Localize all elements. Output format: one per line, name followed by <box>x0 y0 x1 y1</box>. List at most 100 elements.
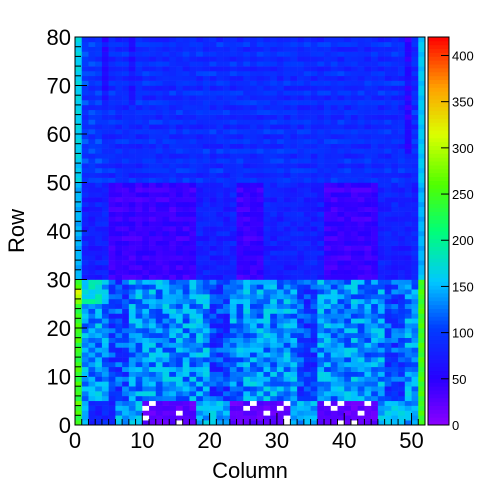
heatmap-cell <box>418 197 426 203</box>
heatmap-cell <box>303 342 311 348</box>
heatmap-cell <box>149 177 157 183</box>
heatmap-cell <box>350 410 358 416</box>
heatmap-cell <box>216 153 224 159</box>
colorbar-segment <box>428 335 449 341</box>
heatmap-cell <box>229 415 237 421</box>
heatmap-cell <box>256 260 264 266</box>
heatmap-cell <box>263 46 271 52</box>
heatmap-cell <box>330 381 338 387</box>
heatmap-cell <box>169 342 177 348</box>
heatmap-cell <box>216 119 224 125</box>
heatmap-cell <box>122 415 130 421</box>
heatmap-cell <box>169 264 177 271</box>
heatmap-cell <box>371 400 379 406</box>
heatmap-cell <box>290 294 298 300</box>
heatmap-cell <box>283 90 291 96</box>
heatmap-cell <box>229 376 237 382</box>
heatmap-cell <box>216 294 224 300</box>
heatmap-cell <box>391 381 399 387</box>
heatmap-cell <box>303 61 311 67</box>
heatmap-cell <box>384 328 392 334</box>
heatmap-cell <box>310 206 318 212</box>
colorbar-segment <box>428 378 449 383</box>
heatmap-cell <box>344 264 352 271</box>
heatmap-cell <box>350 197 358 203</box>
heatmap-cell <box>377 284 385 290</box>
heatmap-cell <box>128 318 136 324</box>
heatmap-cell <box>391 119 399 125</box>
heatmap-cell <box>337 211 345 217</box>
heatmap-cell <box>270 216 278 222</box>
heatmap-cell <box>88 400 96 406</box>
heatmap-cell <box>290 415 298 421</box>
heatmap-cell <box>122 303 130 309</box>
heatmap-cell <box>216 95 224 101</box>
heatmap-cell <box>350 75 358 81</box>
heatmap-cell <box>344 182 352 188</box>
heatmap-cell <box>209 400 217 406</box>
heatmap-cell <box>317 109 325 115</box>
heatmap-cell <box>75 124 83 130</box>
heatmap-cell <box>350 318 358 324</box>
heatmap-cell <box>162 395 170 402</box>
heatmap-cell <box>209 255 217 261</box>
heatmap-cell <box>364 357 372 363</box>
heatmap-cell <box>283 376 291 382</box>
heatmap-cell <box>391 37 399 43</box>
heatmap-cell <box>75 274 83 280</box>
heatmap-cell <box>243 197 251 203</box>
heatmap-cell <box>330 172 338 178</box>
heatmap-cell <box>324 56 332 62</box>
heatmap-cell <box>250 308 258 314</box>
heatmap-cell <box>418 347 426 353</box>
heatmap-cell <box>202 337 210 343</box>
heatmap-cell <box>283 114 291 120</box>
heatmap-cell <box>283 61 291 67</box>
heatmap-cell <box>418 56 426 62</box>
heatmap-cell <box>337 129 345 135</box>
heatmap-cell <box>135 298 143 305</box>
heatmap-cell <box>250 240 258 246</box>
heatmap-cell <box>357 371 365 377</box>
heatmap-cell <box>155 46 163 52</box>
heatmap-cell <box>175 391 183 397</box>
colorbar-segment <box>428 300 449 306</box>
heatmap-cell <box>310 313 318 319</box>
heatmap-cell <box>115 294 123 300</box>
heatmap-cell <box>418 61 426 67</box>
heatmap-cell <box>404 70 412 77</box>
heatmap-cell <box>155 163 163 169</box>
colorbar-segment <box>428 258 449 263</box>
heatmap-cell <box>398 400 406 406</box>
heatmap-cell <box>122 332 130 338</box>
heatmap-cell <box>169 197 177 203</box>
heatmap-cell <box>350 366 358 372</box>
heatmap-cell <box>270 206 278 212</box>
heatmap-cell <box>108 240 116 246</box>
heatmap-cell <box>276 226 284 232</box>
heatmap-cell <box>371 235 379 241</box>
heatmap-cell <box>149 46 157 52</box>
heatmap-cell <box>310 415 318 421</box>
heatmap-cell <box>263 420 271 426</box>
heatmap-cell <box>317 104 325 111</box>
heatmap-cell <box>75 104 83 111</box>
heatmap-cell <box>243 303 251 309</box>
heatmap-cell <box>418 163 426 169</box>
heatmap-cell <box>276 70 284 77</box>
heatmap-cell <box>169 405 177 411</box>
heatmap-cell <box>263 104 271 111</box>
heatmap-cell <box>297 298 305 305</box>
heatmap-cell <box>364 255 372 261</box>
heatmap-cell <box>283 284 291 290</box>
heatmap-cell <box>263 138 271 144</box>
heatmap-cell <box>149 274 157 280</box>
heatmap-cell <box>350 177 358 183</box>
heatmap-cell <box>404 85 412 91</box>
heatmap-cell <box>290 308 298 314</box>
heatmap-cell <box>142 119 150 125</box>
heatmap-cell <box>350 70 358 77</box>
heatmap-cell <box>81 167 89 174</box>
heatmap-cell <box>88 119 96 125</box>
heatmap-cell <box>276 46 284 52</box>
